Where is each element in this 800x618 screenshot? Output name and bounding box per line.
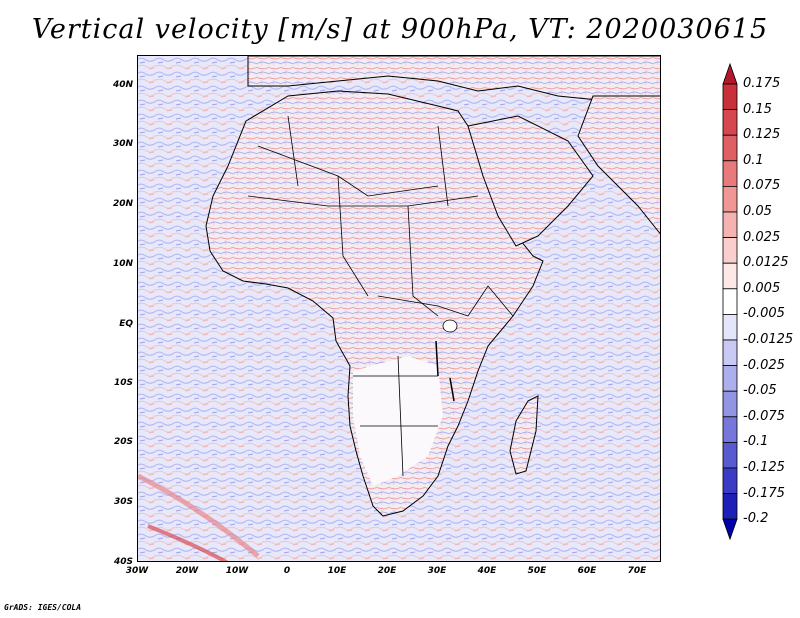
lat-label-10n: 10N <box>112 259 133 269</box>
colorbar-label: 0.005 <box>743 280 781 296</box>
lat-label-eq: EQ <box>119 319 133 329</box>
colorbar-swatch <box>722 467 738 495</box>
lat-label-40s: 40S <box>113 557 133 567</box>
lon-label-0: 0 <box>283 566 291 576</box>
colorbar-swatch <box>722 390 738 418</box>
colorbar-swatch <box>722 313 738 341</box>
lake-victoria <box>442 319 458 333</box>
lat-label-30s: 30S <box>113 497 133 507</box>
colorbar-label: 0.05 <box>743 204 772 219</box>
colorbar-swatch <box>722 237 738 264</box>
colorbar-swatch <box>722 83 738 111</box>
arabia-landmass <box>467 115 594 247</box>
colorbar-swatch <box>722 441 738 469</box>
colorbar-arrow-bottom <box>722 518 738 541</box>
colorbar-swatch <box>722 186 738 213</box>
colorbar-arrow-top <box>722 62 738 85</box>
colorbar-label: -0.125 <box>743 460 785 475</box>
madagascar-landmass <box>509 395 539 475</box>
lat-label-10s: 10S <box>113 378 133 388</box>
colorbar-label: -0.075 <box>743 408 785 424</box>
grads-credit: GrADS: IGES/COLA <box>4 603 82 612</box>
lon-label-50e: 50E <box>527 566 547 576</box>
colorbar-label: 0.1 <box>743 152 764 168</box>
colorbar-label: -0.1 <box>743 434 769 450</box>
colorbar-swatch <box>722 493 738 520</box>
southern-ocean-band-2 <box>147 524 229 561</box>
southern-ocean-band <box>138 473 260 558</box>
colorbar-label: -0.005 <box>743 306 785 322</box>
lat-label-40n: 40N <box>112 80 133 90</box>
lat-label-20n: 20N <box>112 199 133 209</box>
colorbar-swatch <box>722 211 738 239</box>
colorbar-swatch <box>722 160 738 187</box>
colorbar-label: -0.175 <box>743 485 785 501</box>
lon-label-30e: 30E <box>427 566 447 576</box>
colorbar-label: -0.05 <box>743 383 777 399</box>
lon-label-70e: 70E <box>627 566 647 576</box>
lon-label-20w: 20W <box>175 566 199 576</box>
map-svg <box>138 56 660 561</box>
country-borders <box>247 115 514 477</box>
lon-label-20e: 20E <box>377 566 397 576</box>
colorbar-label: 0.0125 <box>743 255 789 271</box>
lake-malawi <box>449 377 455 402</box>
lake-tanganyika <box>435 340 439 377</box>
lon-label-40e: 40E <box>477 566 497 576</box>
lat-label-20s: 20S <box>113 437 133 447</box>
colorbar-swatch <box>722 134 738 162</box>
chart-title: Vertical velocity [m/s] at 900hPa, VT: 2… <box>31 14 769 45</box>
colorbar-label: 0.15 <box>743 101 772 117</box>
lon-label-60e: 60E <box>577 566 597 576</box>
asia-landmass <box>577 95 660 235</box>
colorbar-label: 0.175 <box>743 76 781 91</box>
europe-landmass <box>247 56 660 102</box>
colorbar-label: -0.025 <box>743 357 785 373</box>
lon-label-30w: 30W <box>125 566 149 576</box>
colorbar-label: -0.0125 <box>743 332 794 347</box>
southern-africa-quiet-region <box>353 356 443 486</box>
lon-label-10w: 10W <box>225 566 249 576</box>
colorbar-swatch <box>722 288 738 315</box>
colorbar-swatch <box>722 109 738 136</box>
lon-label-10e: 10E <box>327 566 347 576</box>
colorbar-swatch <box>722 365 738 392</box>
map-plot-area <box>137 55 661 562</box>
colorbar-label: -0.2 <box>743 511 769 527</box>
colorbar-label: 0.075 <box>743 178 781 194</box>
colorbar-label: 0.025 <box>743 229 781 245</box>
colorbar-label: 0.125 <box>743 127 781 143</box>
colorbar-swatch <box>722 262 738 290</box>
colorbar-swatch <box>722 339 738 367</box>
colorbar <box>722 62 738 541</box>
lat-label-30n: 30N <box>112 139 133 149</box>
colorbar-swatch <box>722 416 738 443</box>
